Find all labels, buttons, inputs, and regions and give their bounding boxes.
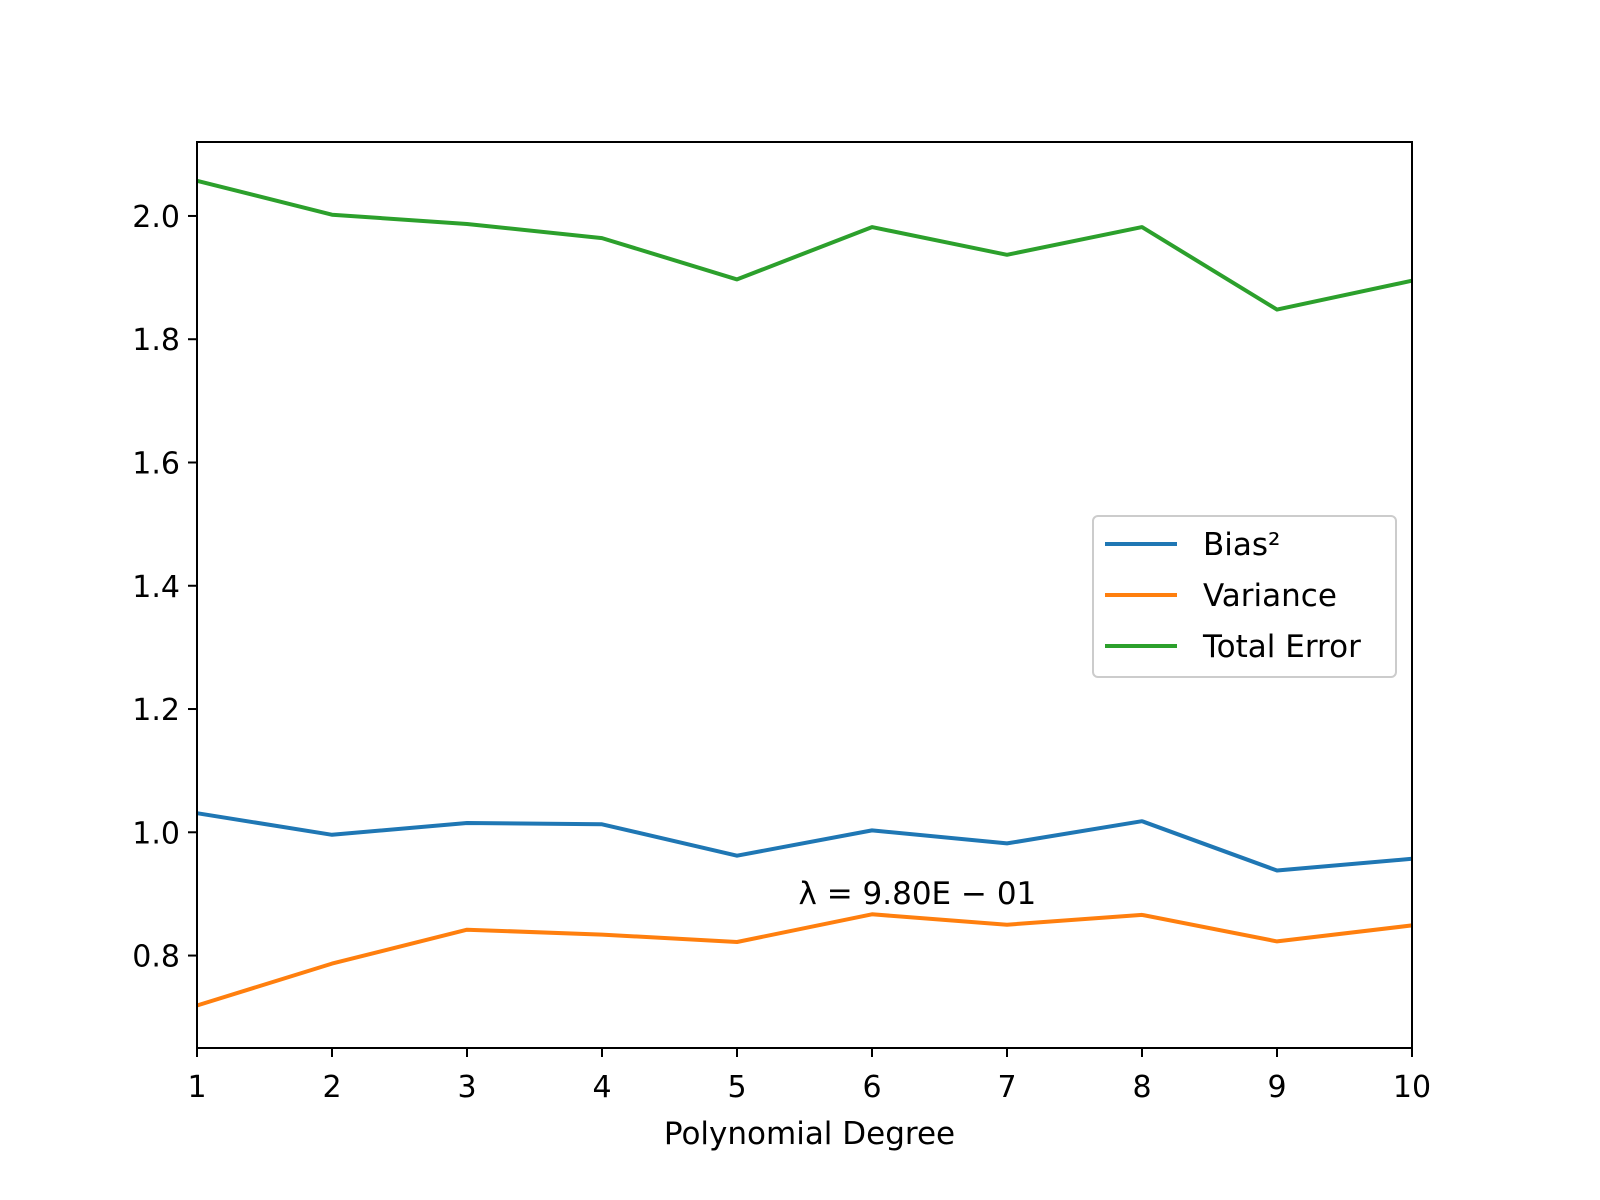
x-tick-label: 8 [1132,1070,1151,1105]
legend-label: Total Error [1202,629,1361,665]
series-layer [196,178,1413,1008]
legend-label: Bias² [1203,527,1280,563]
y-tick-label: 0.8 [132,940,180,975]
x-tick-label: 7 [997,1070,1016,1105]
series-line-1 [196,811,1413,873]
y-axis-ticks: 0.8 1.0 1.2 1.4 1.6 1.8 2.0 [132,200,197,975]
x-tick-label: 5 [727,1070,746,1105]
x-tick-label: 4 [592,1070,611,1105]
x-axis-ticks: 1 2 3 4 5 6 7 8 9 10 [187,1048,1431,1105]
x-tick-label: 2 [322,1070,341,1105]
lambda-annotation: λ = 9.80E − 01 [799,876,1037,912]
y-tick-label: 1.6 [132,446,180,481]
legend: Bias² Variance Total Error [1092,515,1397,678]
legend-entries: Bias² Variance Total Error [1105,527,1361,665]
plot-frame [196,141,1413,1049]
legend-label: Variance [1203,578,1337,614]
x-tick-label: 1 [187,1070,206,1105]
y-tick-label: 1.2 [132,693,180,728]
x-tick-label: 6 [862,1070,881,1105]
y-tick-label: 1.4 [132,570,180,605]
series-line-2 [196,912,1413,1008]
x-tick-label: 10 [1393,1070,1431,1105]
legend-box [1092,515,1397,678]
x-tick-label: 3 [457,1070,476,1105]
y-tick-label: 2.0 [132,200,180,235]
x-axis-label: Polynomial Degree [664,1116,955,1152]
y-tick-label: 1.8 [132,323,180,358]
series-line-3 [196,178,1413,312]
y-tick-label: 1.0 [132,816,180,851]
x-tick-label: 9 [1267,1070,1286,1105]
